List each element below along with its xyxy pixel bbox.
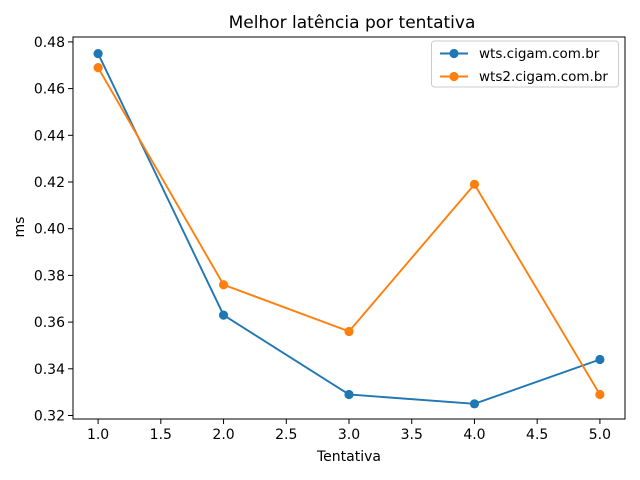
x-tick-label: 3.5 [401,427,423,443]
legend-box [431,40,619,88]
data-point-1-2 [344,326,354,337]
legend-marker-icon-1 [449,71,459,82]
x-tick-label: 2.5 [275,427,297,443]
data-point-0-3 [469,399,480,409]
data-point-1-1 [218,280,229,290]
y-tick-label: 0.46 [34,82,65,98]
y-tick-label: 0.42 [34,175,65,191]
chart-title: Melhor latência por tentativa [229,13,476,33]
legend: wts.cigam.com.br wts2.cigam.com.br [431,40,619,88]
y-tick-label: 0.36 [34,315,65,331]
y-tick-label: 0.34 [34,362,65,378]
data-point-1-0 [93,62,103,73]
y-axis-label: ms [12,217,28,238]
legend-marker-icon-0 [449,48,459,59]
data-point-0-2 [344,389,354,400]
y-tick-label: 0.38 [34,268,65,284]
y-tick-label: 0.32 [34,408,65,424]
plot-border [72,36,626,420]
data-point-0-4 [595,354,605,365]
axes: 1.0 1.5 2.0 2.5 3.0 3.5 4.0 4.5 5.0 0.32 0.34 0.36 0… [34,35,626,443]
x-tick-label: 4.5 [526,427,548,443]
x-tick-label: 1.5 [150,427,172,443]
x-tick-label: 2.0 [212,427,234,443]
series-line-1 [97,67,601,395]
y-tick-label: 0.48 [34,35,65,51]
x-tick-label: 5.0 [589,427,611,443]
legend-label-1: wts2.cigam.com.br [479,69,608,85]
x-tick-label: 4.0 [463,427,485,443]
x-axis-label: Tentativa [316,449,381,465]
data-point-0-1 [218,310,229,320]
data-point-1-3 [469,179,480,189]
legend-label-0: wts.cigam.com.br [479,46,600,62]
data-point-0-0 [93,48,103,59]
y-tick-label: 0.44 [34,128,65,144]
x-tick-label: 3.0 [338,427,360,443]
series-plot-area [93,48,605,409]
x-tick-label: 1.0 [87,427,109,443]
data-point-1-4 [595,389,605,400]
y-tick-label: 0.40 [34,222,65,238]
series-line-0 [97,53,601,405]
